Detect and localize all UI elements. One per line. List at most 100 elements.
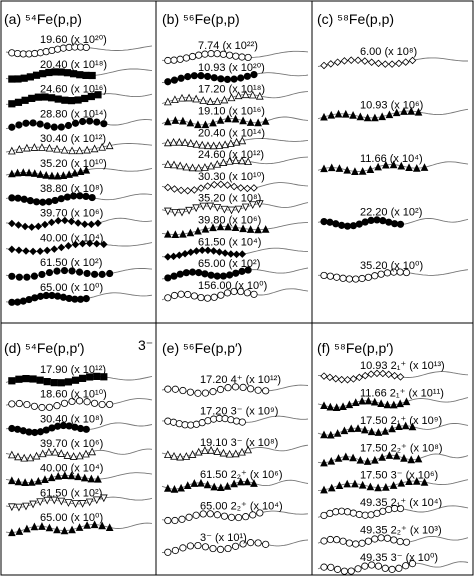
panel-b-point bbox=[226, 51, 234, 59]
panel-d-point bbox=[94, 474, 102, 483]
panel-d-series-label: 39.70 (x 10⁶) bbox=[40, 438, 103, 450]
panel-f-point bbox=[354, 424, 362, 432]
panel-f-point bbox=[407, 455, 416, 464]
panel-e-point bbox=[210, 482, 219, 491]
panel-a-point bbox=[53, 144, 61, 153]
panel-d-point bbox=[7, 528, 16, 537]
panel-f-point bbox=[392, 451, 401, 460]
panel-d-point bbox=[26, 453, 35, 462]
panel-a-point bbox=[51, 196, 59, 205]
panel-d-series-label: 61.50 (x 10²) bbox=[40, 487, 102, 499]
panel-d-point bbox=[106, 400, 114, 409]
panel-f-point bbox=[363, 457, 372, 465]
panel-f-point bbox=[320, 372, 328, 380]
panel-a-point bbox=[54, 95, 62, 103]
panel-b-point bbox=[178, 93, 186, 102]
panel-e-point bbox=[201, 446, 209, 454]
panel-e-point bbox=[225, 449, 234, 458]
panel-e-point bbox=[209, 544, 217, 553]
panel-f-point bbox=[395, 422, 403, 431]
panel-a-series-label: 39.70 (x 10⁶) bbox=[40, 208, 103, 220]
panel-e-point bbox=[239, 540, 247, 548]
panel-f-point bbox=[320, 537, 328, 545]
panel-f-point bbox=[343, 375, 352, 384]
panel-b-point bbox=[203, 72, 212, 81]
panel-f-point bbox=[364, 396, 373, 405]
panel-a-point bbox=[38, 270, 46, 279]
panel-b-point bbox=[210, 293, 218, 301]
panel-b-point bbox=[170, 185, 179, 193]
panel-c-point bbox=[320, 218, 328, 226]
panel-b-point bbox=[164, 78, 172, 86]
panel-b-point bbox=[169, 137, 178, 146]
panel-d-point bbox=[60, 399, 69, 407]
panel-a-point bbox=[54, 217, 62, 225]
panel-f-point bbox=[334, 565, 342, 573]
panel-d-point bbox=[105, 523, 114, 532]
panel-c-curve-1 bbox=[317, 108, 469, 120]
panel-e-point bbox=[262, 540, 270, 548]
panel-e-point bbox=[163, 450, 172, 459]
panel-c-point bbox=[396, 220, 405, 228]
panel-f-point bbox=[320, 430, 328, 439]
panel-c-point bbox=[397, 161, 406, 170]
panel-a-point bbox=[48, 46, 56, 55]
panel-b-point bbox=[225, 156, 234, 165]
panel-a-point bbox=[48, 171, 56, 180]
panel-f-point bbox=[368, 561, 376, 569]
panel-f-point bbox=[405, 477, 413, 486]
panel-b-point bbox=[210, 180, 218, 189]
panel-b-point bbox=[237, 74, 245, 82]
panel-d-point bbox=[74, 472, 82, 481]
panel-a-point bbox=[8, 100, 16, 108]
panel-a-point bbox=[15, 145, 24, 153]
panel-e: (e) ⁵⁶Fe(p,p′) 17.20 4⁺ (x 10¹²) 17.20 3⁻… bbox=[161, 340, 309, 556]
panel-a-point bbox=[82, 43, 90, 52]
panel-a-point bbox=[59, 171, 68, 179]
panel-e-point bbox=[194, 541, 202, 550]
panel-a-point bbox=[91, 270, 99, 278]
panel-a-point bbox=[47, 218, 56, 227]
panel-f-point bbox=[338, 507, 346, 515]
panel-e-point bbox=[247, 385, 255, 393]
panel-c-point bbox=[378, 112, 387, 121]
panel-b-series-label: 65.00 (x 10²) bbox=[198, 258, 260, 270]
panel-c-point bbox=[339, 274, 347, 282]
panel-f-point bbox=[367, 427, 376, 436]
panel-b-point bbox=[246, 225, 255, 233]
panel-b-point bbox=[176, 270, 184, 278]
panel-e-point bbox=[176, 452, 185, 461]
panel-c-point bbox=[381, 160, 390, 169]
panel-f-point bbox=[352, 540, 360, 548]
panel-c-point bbox=[374, 59, 383, 68]
panel-b-point bbox=[255, 200, 264, 209]
panel-b-point bbox=[241, 203, 250, 212]
panel-b-curves: 7.74 (x 10²²) 10.93 (x 10²⁰) 17.20 (x 10¹⁸… bbox=[161, 40, 309, 302]
panel-b-point bbox=[190, 72, 198, 80]
panel-b-point bbox=[231, 114, 240, 123]
panel-a-point bbox=[74, 219, 82, 227]
panel-a-series-label: 61.50 (x 10²) bbox=[40, 257, 102, 269]
panel-a-point bbox=[61, 96, 69, 104]
panel-a-point bbox=[82, 295, 90, 303]
panel-e-point bbox=[194, 389, 202, 397]
panel-b-point bbox=[188, 163, 197, 172]
panel-d-point bbox=[43, 378, 51, 386]
panel-a-point bbox=[68, 146, 76, 155]
panel-c-point bbox=[349, 111, 357, 119]
panel-e-point bbox=[201, 389, 210, 397]
panel-a-point bbox=[76, 71, 84, 79]
panel-b-point bbox=[197, 184, 205, 192]
panel-a-point bbox=[28, 94, 36, 102]
panel-d-point bbox=[88, 447, 96, 456]
panel-f-point bbox=[397, 478, 406, 487]
panel-b-point bbox=[186, 228, 195, 237]
panel-a-point bbox=[42, 48, 50, 56]
panel-e-point bbox=[171, 516, 179, 525]
panel-b-point bbox=[190, 292, 198, 300]
panel-b-point bbox=[190, 186, 199, 194]
panel-e-point bbox=[254, 386, 262, 394]
panel-b-series-label: 17.20 (x 10¹⁸) bbox=[198, 84, 265, 96]
panel-e-point bbox=[179, 544, 187, 552]
panel-b-point bbox=[171, 230, 180, 239]
